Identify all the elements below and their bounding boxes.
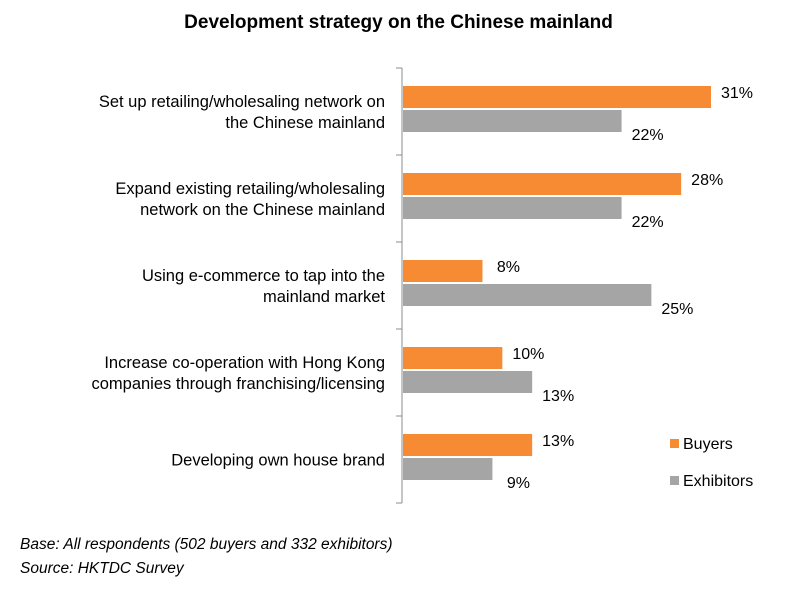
bars-layer: [403, 86, 711, 480]
legend-swatch-buyers: [670, 439, 679, 448]
chart-title: Development strategy on the Chinese main…: [184, 12, 613, 33]
bar-exhibitors: [403, 110, 622, 132]
category-label: Using e-commerce to tap into the mainland…: [142, 267, 385, 306]
category-label-line: companies through franchising/licensing: [91, 375, 385, 393]
bar-buyers: [403, 86, 711, 108]
source-note: Source: HKTDC Survey: [20, 560, 184, 577]
bar-buyers: [403, 347, 503, 369]
value-label-buyers: 13%: [542, 433, 574, 450]
value-label-exhibitors: 22%: [632, 214, 664, 231]
category-label: Set up retailing/wholesaling network on t…: [99, 93, 385, 132]
bar-exhibitors: [403, 371, 533, 393]
legend-label-exhibitors: Exhibitors: [683, 473, 753, 490]
value-label-buyers: 8%: [497, 259, 520, 276]
value-label-exhibitors: 22%: [632, 127, 664, 144]
bar-buyers: [403, 434, 533, 456]
category-label-line: the Chinese mainland: [225, 114, 385, 132]
category-label-line: Set up retailing/wholesaling network on: [99, 93, 385, 111]
category-label: Expand existing retailing/wholesaling net…: [115, 180, 385, 219]
bar-buyers: [403, 173, 682, 195]
value-label-exhibitors: 25%: [661, 301, 693, 318]
category-label-line: Expand existing retailing/wholesaling: [115, 180, 385, 198]
value-label-buyers: 28%: [691, 172, 723, 189]
value-label-exhibitors: 13%: [542, 388, 574, 405]
value-label-exhibitors: 9%: [507, 475, 530, 492]
category-label: Developing own house brand: [171, 452, 385, 470]
category-label-line: Using e-commerce to tap into the: [142, 267, 385, 285]
legend-label-buyers: Buyers: [683, 436, 733, 453]
bar-exhibitors: [403, 197, 622, 219]
bar-exhibitors: [403, 458, 493, 480]
legend: Buyers Exhibitors: [670, 436, 753, 490]
bar-exhibitors: [403, 284, 652, 306]
value-label-buyers: 31%: [721, 85, 753, 102]
category-label-line: mainland market: [263, 288, 385, 306]
category-label-line: network on the Chinese mainland: [140, 201, 385, 219]
category-label-line: Increase co-operation with Hong Kong: [104, 354, 385, 372]
legend-swatch-exhibitors: [670, 476, 679, 485]
base-note: Base: All respondents (502 buyers and 33…: [20, 536, 393, 553]
value-label-buyers: 10%: [512, 346, 544, 363]
axis-layer: [396, 67, 403, 504]
labels-layer: Set up retailing/wholesaling network on t…: [91, 85, 753, 492]
category-label-line: Developing own house brand: [171, 452, 385, 470]
category-label: Increase co-operation with Hong Kong comp…: [91, 354, 385, 393]
bar-buyers: [403, 260, 483, 282]
